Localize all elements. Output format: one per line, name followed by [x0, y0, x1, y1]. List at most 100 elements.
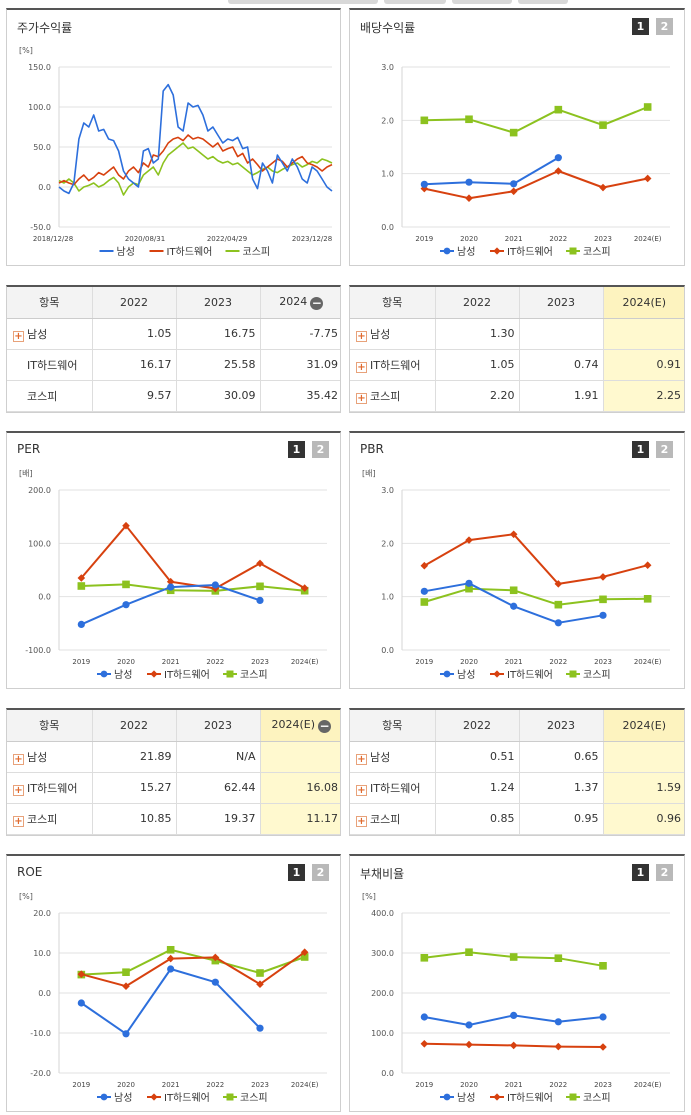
top-tab[interactable] — [518, 0, 568, 4]
legend-item[interactable]: 코스피 — [566, 246, 611, 258]
legend-item[interactable]: 코스피 — [223, 1092, 268, 1104]
top-tab[interactable] — [384, 0, 446, 4]
expand-icon[interactable]: + — [13, 784, 24, 796]
data-point[interactable] — [465, 1040, 473, 1049]
data-point[interactable] — [256, 1024, 264, 1032]
data-point[interactable] — [554, 619, 562, 627]
data-point[interactable] — [77, 620, 85, 628]
data-point[interactable] — [509, 530, 518, 539]
data-point[interactable] — [211, 581, 219, 589]
data-point[interactable] — [167, 965, 175, 973]
legend-item[interactable]: 코스피 — [225, 246, 271, 258]
legend-item[interactable]: 남성 — [440, 669, 475, 681]
data-point[interactable] — [599, 573, 607, 581]
data-point[interactable] — [122, 601, 130, 609]
data-point[interactable] — [122, 521, 130, 530]
data-point[interactable] — [554, 105, 563, 114]
expand-icon[interactable]: + — [13, 815, 24, 827]
expand-icon[interactable]: + — [356, 361, 367, 373]
data-point[interactable] — [122, 580, 130, 589]
data-point[interactable] — [465, 178, 473, 186]
legend-item[interactable]: 남성 — [440, 1092, 475, 1104]
collapse-icon[interactable]: − — [318, 718, 332, 733]
data-point[interactable] — [211, 978, 219, 986]
data-point[interactable] — [77, 582, 86, 590]
page-1-button[interactable]: 1 — [632, 864, 649, 881]
data-point[interactable] — [420, 587, 428, 595]
data-point[interactable] — [510, 180, 518, 188]
page-2-button[interactable]: 2 — [312, 441, 329, 458]
data-point[interactable] — [122, 982, 130, 990]
top-tab[interactable] — [228, 0, 378, 4]
data-point[interactable] — [77, 970, 86, 978]
data-point[interactable] — [554, 580, 563, 588]
legend-item[interactable]: 코스피 — [566, 669, 611, 681]
expand-icon[interactable]: + — [356, 330, 367, 342]
legend-item[interactable]: 코스피 — [223, 669, 268, 681]
data-point[interactable] — [465, 536, 473, 544]
data-point[interactable] — [122, 1030, 130, 1038]
data-point[interactable] — [256, 980, 264, 988]
data-point[interactable] — [599, 183, 607, 192]
data-point[interactable] — [465, 948, 473, 956]
expand-icon[interactable]: + — [356, 753, 367, 765]
data-point[interactable] — [465, 115, 473, 124]
legend-item[interactable]: 남성 — [97, 669, 132, 681]
legend-item[interactable]: IT하드웨어 — [490, 1091, 553, 1104]
data-point[interactable] — [599, 1013, 607, 1021]
data-point[interactable] — [211, 953, 220, 962]
data-point[interactable] — [643, 103, 652, 111]
data-point[interactable] — [509, 586, 518, 595]
data-point[interactable] — [420, 180, 428, 188]
legend-item[interactable]: IT하드웨어 — [490, 668, 553, 681]
collapse-icon[interactable]: − — [310, 295, 324, 310]
legend-item[interactable]: IT하드웨어 — [149, 245, 213, 258]
page-2-button[interactable]: 2 — [312, 864, 329, 881]
data-point[interactable] — [256, 582, 264, 591]
data-point[interactable] — [510, 1011, 518, 1019]
data-point[interactable] — [554, 1018, 562, 1026]
data-point[interactable] — [256, 969, 264, 977]
data-point[interactable] — [554, 954, 563, 962]
data-point[interactable] — [122, 968, 130, 976]
data-point[interactable] — [300, 953, 309, 961]
data-point[interactable] — [599, 1043, 607, 1051]
data-point[interactable] — [300, 948, 309, 956]
page-2-button[interactable]: 2 — [656, 18, 673, 35]
data-point[interactable] — [465, 194, 473, 202]
data-point[interactable] — [166, 946, 175, 954]
data-point[interactable] — [554, 167, 563, 175]
data-point[interactable] — [554, 600, 563, 609]
legend-item[interactable]: 코스피 — [566, 1092, 611, 1104]
data-point[interactable] — [420, 1013, 428, 1021]
data-point[interactable] — [420, 1040, 429, 1048]
data-point[interactable] — [465, 1021, 473, 1029]
data-point[interactable] — [510, 602, 518, 610]
data-point[interactable] — [599, 611, 607, 619]
data-point[interactable] — [77, 999, 85, 1007]
data-point[interactable] — [509, 128, 518, 137]
legend-item[interactable]: 남성 — [97, 1092, 132, 1104]
legend-item[interactable]: IT하드웨어 — [147, 668, 210, 681]
data-point[interactable] — [643, 561, 652, 569]
data-point[interactable] — [599, 121, 607, 129]
expand-icon[interactable]: + — [13, 753, 24, 765]
legend-item[interactable]: 남성 — [440, 246, 475, 258]
page-2-button[interactable]: 2 — [656, 441, 673, 458]
data-point[interactable] — [256, 559, 264, 568]
page-2-button[interactable]: 2 — [656, 864, 673, 881]
data-point[interactable] — [643, 595, 652, 603]
expand-icon[interactable]: + — [356, 392, 367, 404]
page-1-button[interactable]: 1 — [288, 441, 305, 458]
expand-icon[interactable]: + — [356, 815, 367, 827]
data-point[interactable] — [465, 579, 473, 587]
data-point[interactable] — [509, 1041, 518, 1050]
data-point[interactable] — [554, 1042, 563, 1051]
data-point[interactable] — [599, 595, 607, 604]
data-point[interactable] — [509, 187, 518, 196]
page-1-button[interactable]: 1 — [632, 441, 649, 458]
data-point[interactable] — [256, 596, 264, 604]
page-1-button[interactable]: 1 — [288, 864, 305, 881]
data-point[interactable] — [420, 561, 429, 570]
data-point[interactable] — [509, 953, 518, 961]
